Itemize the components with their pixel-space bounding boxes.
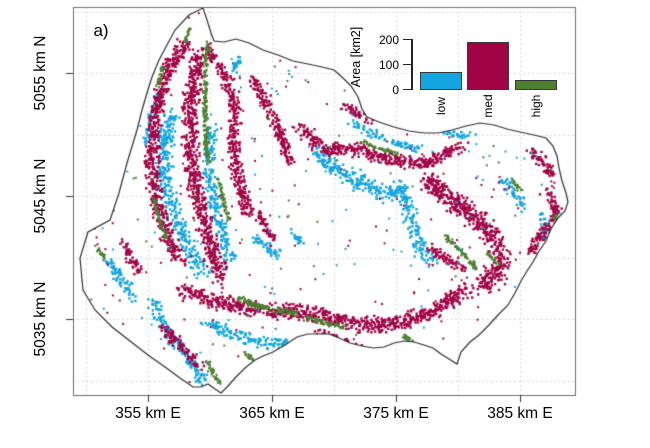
inset-category-label: high bbox=[529, 94, 543, 118]
inset-bar-med bbox=[467, 42, 509, 90]
y-tick-label: 5035 km N bbox=[32, 281, 49, 357]
inset-y-axis-line bbox=[411, 39, 413, 90]
x-tick-label: 375 km E bbox=[363, 405, 429, 422]
inset-y-tickmark bbox=[403, 38, 411, 41]
y-tick-label: 5045 km N bbox=[32, 158, 49, 234]
inset-category-label: low bbox=[434, 96, 448, 116]
x-tick-label: 385 km E bbox=[487, 405, 553, 422]
inset-y-axis-title: Area [km2] bbox=[349, 26, 363, 88]
panel-label: a) bbox=[93, 21, 109, 40]
inset-y-tickmark bbox=[403, 88, 411, 91]
x-tick-label: 355 km E bbox=[115, 405, 181, 422]
inset-bar-low bbox=[420, 72, 462, 90]
inset-y-tick-label: 0 bbox=[392, 82, 399, 97]
x-tick-label: 365 km E bbox=[239, 405, 305, 422]
y-tick-label: 5055 km N bbox=[32, 35, 49, 111]
inset-y-tick-label: 100 bbox=[378, 57, 399, 72]
inset-y-tick-label: 200 bbox=[378, 32, 399, 47]
inset-bar-high bbox=[515, 80, 557, 90]
inset-category-label: med bbox=[481, 94, 495, 118]
inset-y-tickmark bbox=[403, 63, 411, 66]
